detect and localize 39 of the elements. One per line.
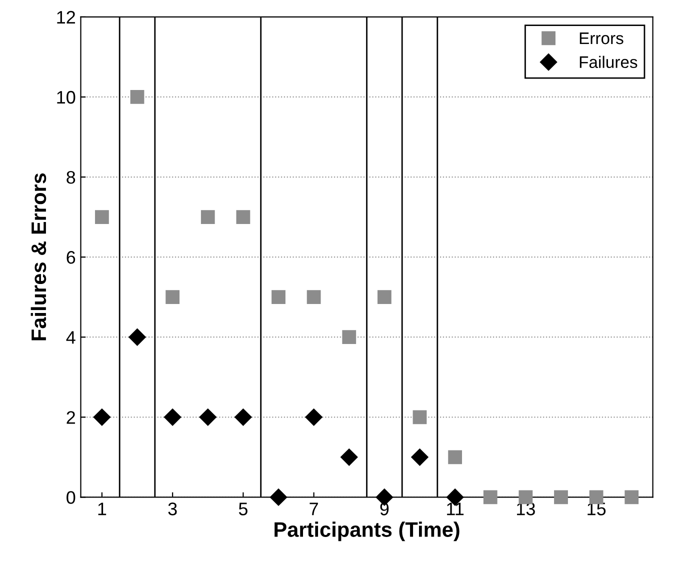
x-tick-label: 3 <box>168 502 177 516</box>
y-tick-label: 12 <box>57 10 75 24</box>
x-tick-label: 7 <box>310 502 318 516</box>
y-axis-title: Failures & Errors <box>30 173 46 340</box>
x-axis-title: Participants (Time) <box>274 522 460 542</box>
point <box>199 408 216 426</box>
point <box>200 210 215 224</box>
point <box>234 408 252 426</box>
point <box>95 210 109 224</box>
y-tick-label: 4 <box>66 331 76 344</box>
x-tick-label: 1 <box>98 502 106 516</box>
y-tick-label: 6 <box>66 251 76 264</box>
point <box>166 290 180 304</box>
x-tick-label: 11 <box>447 502 464 516</box>
point <box>554 490 568 504</box>
y-tick-label: 10 <box>57 90 76 104</box>
point <box>130 90 144 104</box>
point <box>412 410 427 424</box>
point <box>483 490 498 504</box>
point <box>340 448 358 466</box>
y-tick-label: 8 <box>66 170 76 184</box>
point <box>624 490 639 504</box>
point <box>448 450 462 464</box>
point <box>164 408 182 426</box>
x-tick-label: 5 <box>238 502 248 516</box>
point <box>236 210 250 224</box>
point <box>128 328 146 346</box>
legend-label: Errors <box>580 32 624 44</box>
y-tick-label: 0 <box>66 491 76 504</box>
point <box>411 448 428 466</box>
point <box>377 290 392 304</box>
point <box>305 408 322 426</box>
point <box>342 330 356 344</box>
point <box>270 488 288 506</box>
legend-label: Failures <box>580 56 638 68</box>
point <box>93 408 110 426</box>
point <box>306 290 321 304</box>
y-tick-label: 2 <box>66 411 75 424</box>
point <box>272 290 286 304</box>
